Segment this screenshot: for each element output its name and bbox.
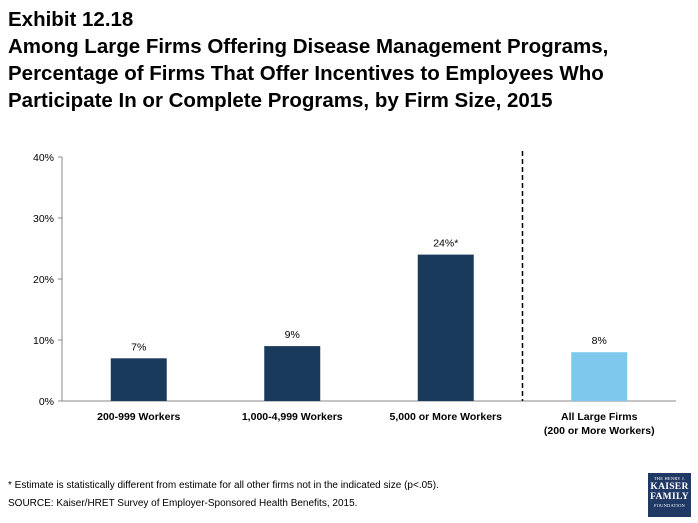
y-tick-label: 20%: [33, 274, 54, 286]
footnote-note: * Estimate is statistically different fr…: [8, 480, 439, 491]
category-label: 5,000 or More Workers: [390, 411, 503, 423]
category-label: 200-999 Workers: [97, 411, 180, 423]
data-label: 9%: [285, 329, 300, 341]
bar: [417, 254, 474, 401]
category-label: 1,000-4,999 Workers: [242, 411, 343, 423]
logo-top-text: THE HENRY J.: [653, 476, 686, 481]
data-label: 24%*: [433, 238, 458, 250]
bar: [264, 346, 321, 401]
category-label: (200 or More Workers): [544, 425, 655, 437]
data-label: 7%: [131, 341, 146, 353]
data-label: 8%: [592, 335, 607, 347]
y-tick-label: 10%: [33, 335, 54, 347]
exhibit-number: Exhibit 12.18: [8, 8, 134, 31]
logo-foundation-text: FOUNDATION: [654, 503, 685, 508]
y-tick-label: 0%: [39, 396, 54, 408]
logo-kaiser-text: KAISER: [650, 482, 689, 492]
bar: [110, 358, 167, 401]
y-tick-label: 30%: [33, 213, 54, 225]
logo-family-text: FAMILY: [650, 492, 689, 502]
y-tick-label: 40%: [33, 152, 54, 164]
bar-chart: 0% 10% 20% 30% 40% 7% 200-999 Workers 9% 1,000-4…: [33, 151, 676, 437]
footnote-source: SOURCE: Kaiser/HRET Survey of Employer-S…: [8, 498, 358, 509]
title-line-1: Among Large Firms Offering Disease Manag…: [8, 35, 609, 58]
bar: [571, 352, 628, 401]
title-line-3: Participate In or Complete Programs, by …: [8, 89, 553, 112]
exhibit-title: Exhibit 12.18 Among Large Firms Offering…: [8, 6, 688, 114]
category-label: All Large Firms: [561, 411, 638, 423]
kaiser-family-foundation-logo: THE HENRY J. KAISER FAMILY FOUNDATION: [648, 473, 691, 517]
title-line-2: Percentage of Firms That Offer Incentive…: [8, 62, 604, 85]
